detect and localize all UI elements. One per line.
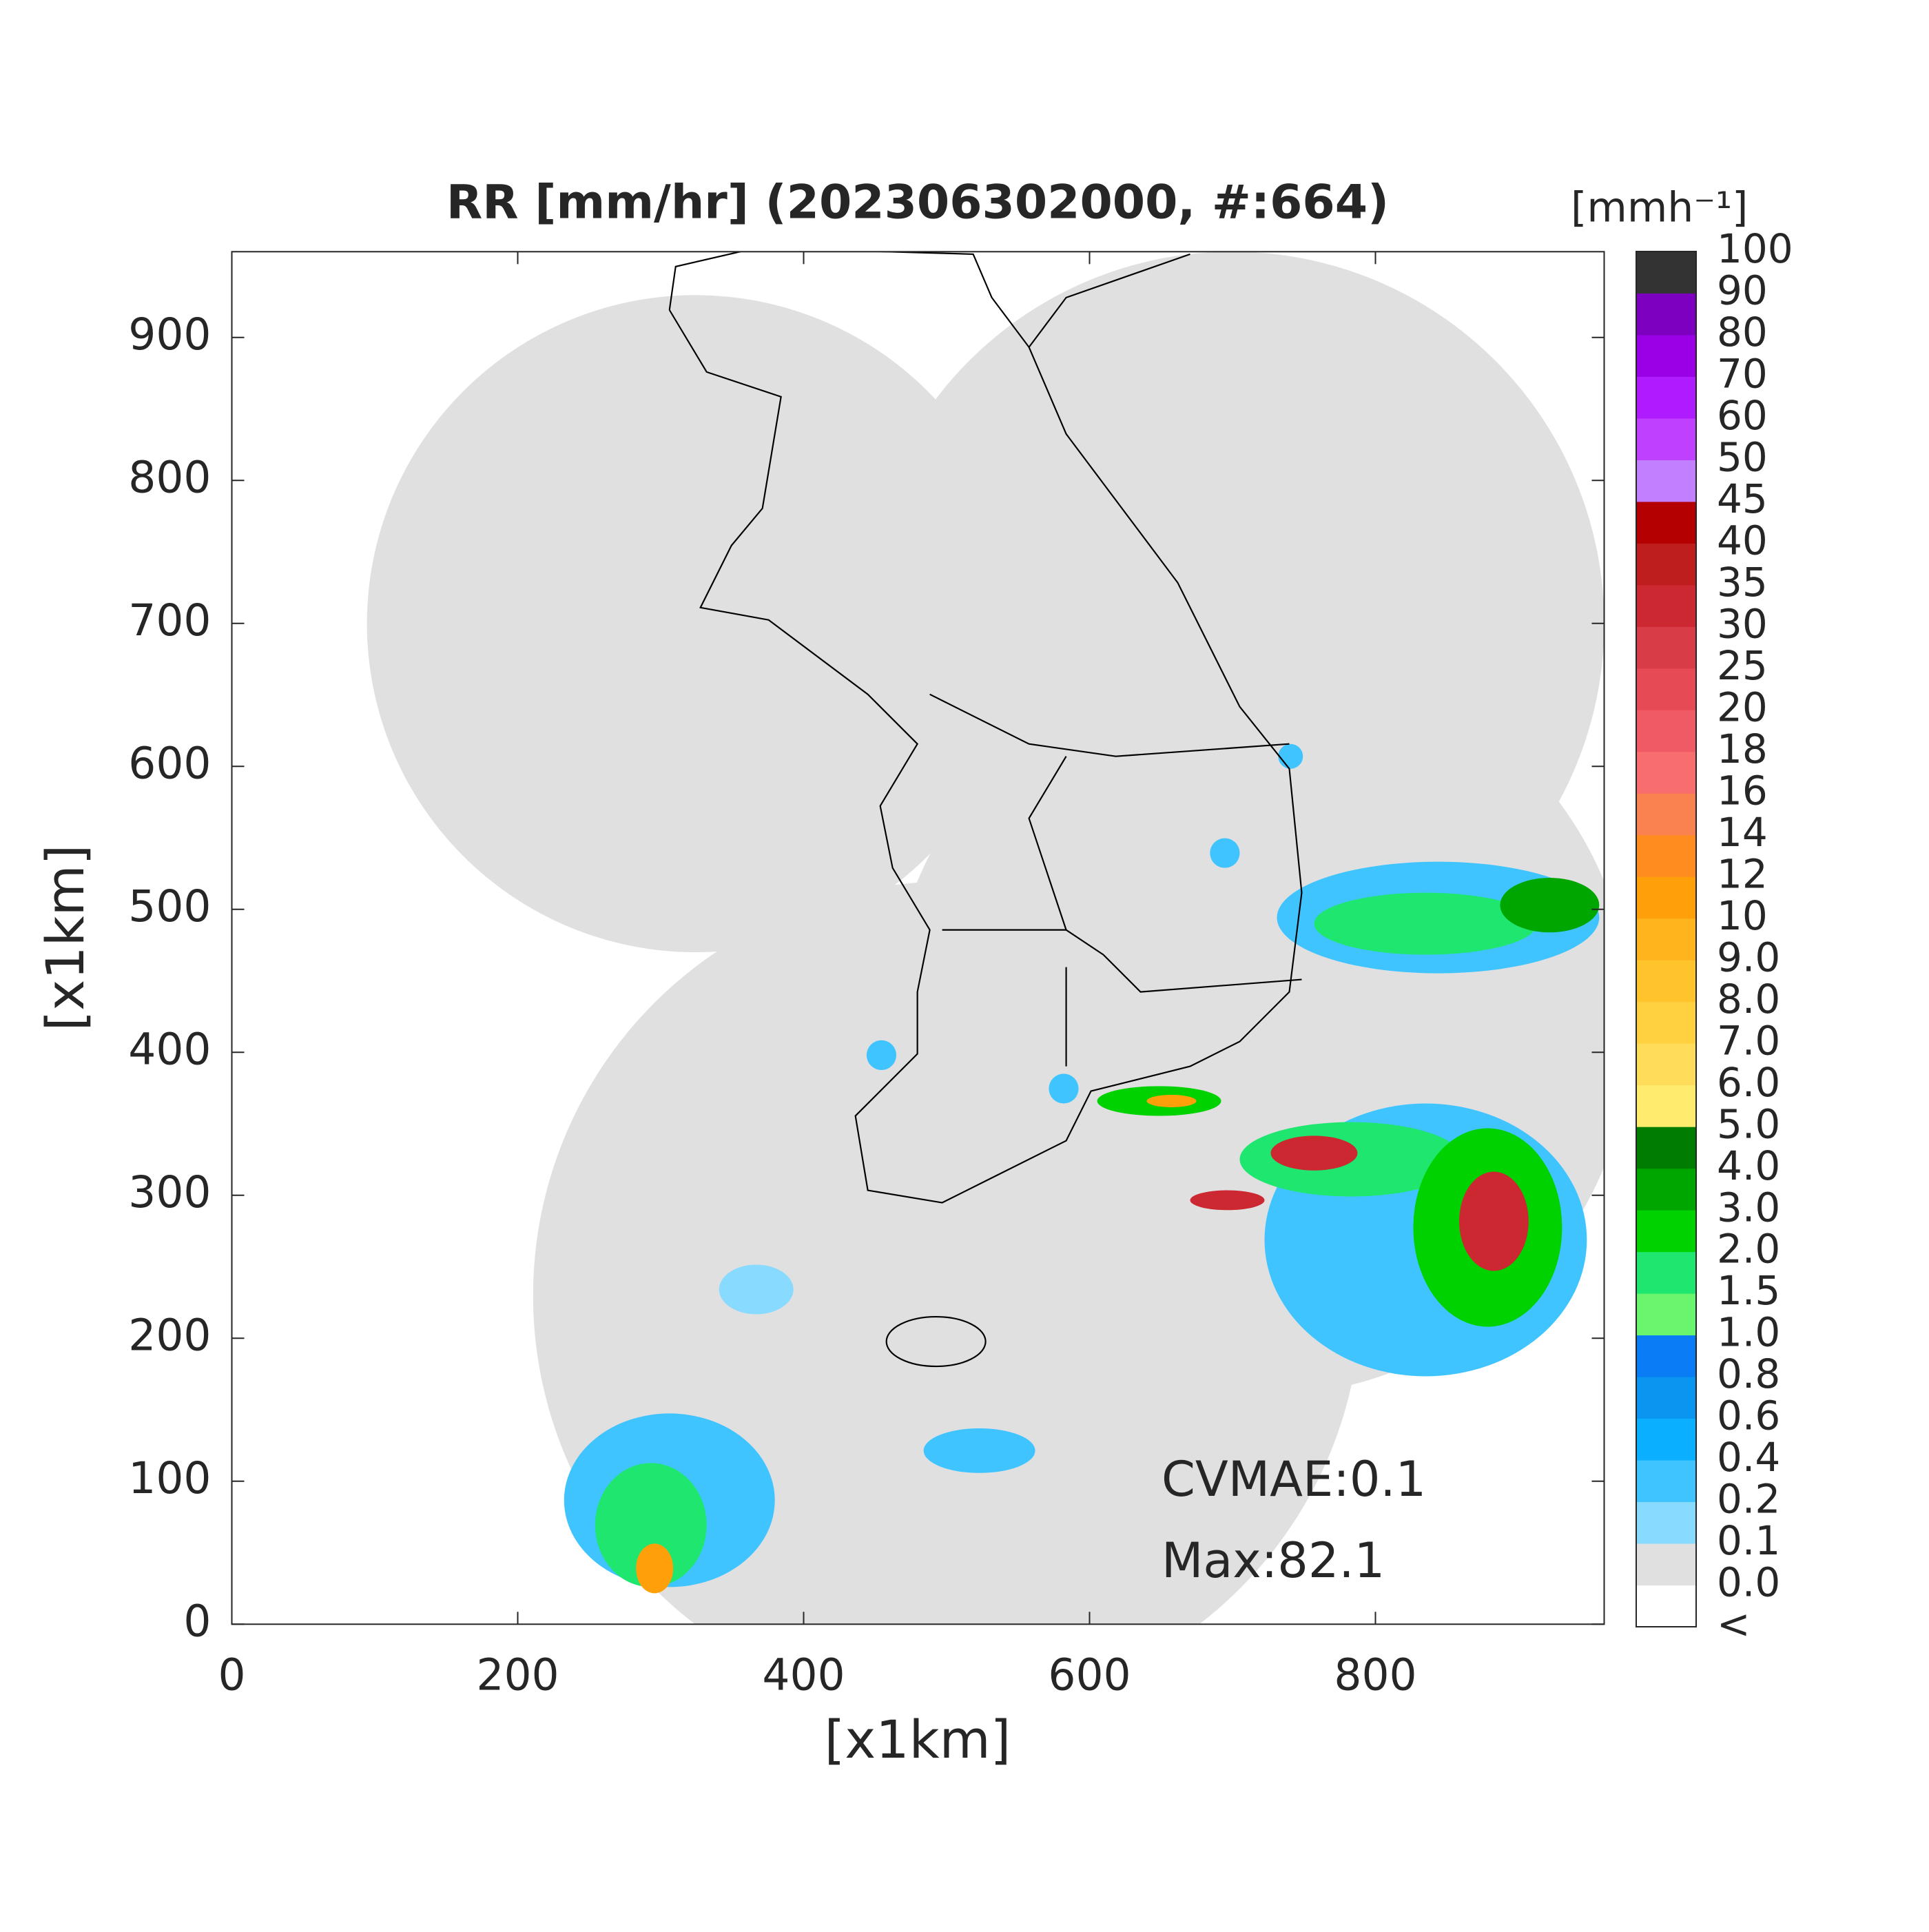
colorbar-label: 6.0 [1717,1059,1780,1106]
colorbar-swatch [1636,584,1696,627]
colorbar-swatch [1636,293,1696,336]
colorbar-swatch [1636,710,1696,752]
annotation: CVMAE:0.1 [1162,1451,1426,1508]
colorbar-swatch [1636,1293,1696,1336]
colorbar-swatch [1636,376,1696,419]
colorbar-swatch [1636,418,1696,460]
colorbar-label: 80 [1717,309,1768,356]
colorbar-label: 3.0 [1717,1184,1780,1231]
colorbar-label: 2.0 [1717,1226,1780,1273]
y-tick-label: 600 [128,738,211,788]
colorbar-label: 35 [1717,559,1768,606]
colorbar-label: 70 [1717,351,1768,398]
colorbar-swatch [1636,918,1696,960]
colorbar-swatch [1636,1418,1696,1461]
colorbar-label: 0.4 [1717,1434,1780,1481]
colorbar-label: 18 [1717,726,1768,772]
colorbar-swatch [1636,960,1696,1003]
colorbar-label: 1.0 [1717,1309,1780,1356]
colorbar-swatch [1636,834,1696,877]
colorbar-label: 0.2 [1717,1476,1780,1523]
colorbar-swatch [1636,1043,1696,1086]
colorbar-swatch [1636,1501,1696,1544]
colorbar-label: 25 [1717,642,1768,689]
colorbar-swatch [1636,460,1696,502]
colorbar-label: 8.0 [1717,976,1780,1022]
chart-title: RR [mm/hr] (202306302000, #:664) [446,176,1389,230]
colorbar-label: < [1717,1601,1751,1647]
colorbar-label: 14 [1717,809,1768,856]
colorbar-label: 1.5 [1717,1267,1780,1314]
x-tick-label: 800 [1334,1650,1416,1700]
x-axis-label: [x1km] [825,1709,1011,1770]
colorbar-label: 0.8 [1717,1350,1780,1397]
colorbar-swatch [1636,334,1696,377]
y-tick-label: 700 [128,595,211,646]
y-tick-label: 0 [183,1596,211,1646]
coastline [668,251,1303,1368]
y-tick-label: 300 [128,1167,211,1217]
colorbar-swatch [1636,251,1696,294]
colorbar-swatch [1636,1085,1696,1127]
colorbar-swatch [1636,1001,1696,1044]
x-tick-label: 0 [218,1650,245,1700]
colorbar-label: 0.1 [1717,1517,1780,1564]
radar-map [367,251,1605,1625]
colorbar-swatch [1636,1377,1696,1419]
colorbar-swatch [1636,1127,1696,1169]
colorbar-label: 7.0 [1717,1017,1780,1064]
colorbar-label: 16 [1717,767,1768,814]
plot-frame [231,251,1605,1625]
colorbar-swatch [1636,1585,1696,1627]
colorbar-swatch [1636,1168,1696,1211]
colorbar-frame [1636,251,1697,1627]
y-tick-label: 800 [128,452,211,502]
colorbar-label: 45 [1717,475,1768,522]
annotation: Max:82.1 [1162,1532,1385,1589]
colorbar-label: 12 [1717,850,1768,897]
colorbar-swatch [1636,626,1696,669]
colorbar-swatch [1636,1335,1696,1377]
x-tick-label: 400 [762,1650,845,1700]
colorbar-label: 9.0 [1717,934,1780,980]
colorbar-swatch [1636,1543,1696,1586]
y-axis-label: [x1km] [34,845,96,1031]
colorbar-label: 4.0 [1717,1142,1780,1189]
colorbar-swatch [1636,1210,1696,1253]
colorbar-title: [mmh⁻¹] [1571,184,1748,232]
colorbar-swatch [1636,668,1696,710]
y-tick-label: 100 [128,1453,211,1503]
colorbar-label: 20 [1717,684,1768,730]
colorbar-swatch [1636,1251,1696,1294]
colorbar-label: 10 [1717,892,1768,939]
colorbar-swatch [1636,793,1696,836]
colorbar-swatch [1636,1460,1696,1503]
colorbar-label: 0.0 [1717,1559,1780,1606]
colorbar-label: 60 [1717,392,1768,439]
colorbar-label: 30 [1717,600,1768,647]
colorbar-label: 100 [1717,225,1793,272]
colorbar-swatch [1636,751,1696,794]
colorbar-label: 5.0 [1717,1100,1780,1147]
colorbar-swatch [1636,501,1696,544]
colorbar-swatch [1636,876,1696,919]
y-tick-label: 500 [128,881,211,932]
y-tick-label: 900 [128,309,211,360]
colorbar-label: 0.6 [1717,1393,1780,1439]
x-tick-label: 200 [476,1650,559,1700]
colorbar-label: 50 [1717,434,1768,481]
colorbar-label: 40 [1717,517,1768,564]
radar-coverage [367,251,1605,1625]
y-tick-label: 400 [128,1024,211,1074]
colorbar-label: 90 [1717,267,1768,314]
x-tick-label: 600 [1048,1650,1131,1700]
y-tick-label: 200 [128,1310,211,1360]
precipitation [564,743,1600,1594]
colorbar-swatch [1636,543,1696,586]
